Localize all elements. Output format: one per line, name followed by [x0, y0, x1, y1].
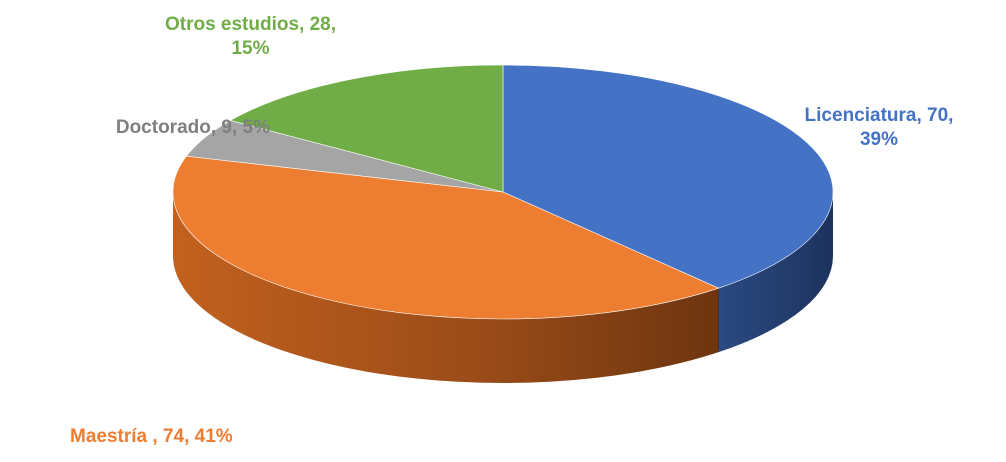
doctorado-data-label: Doctorado, 9, 5% [5, 116, 270, 140]
otros-estudios-data-label-line: 15% [231, 37, 270, 59]
maestria-slice-side [173, 192, 719, 383]
licenciatura-data-label-line: 39% [859, 128, 899, 150]
otros-estudios-data-label: Otros estudios, 28, 15% [118, 13, 383, 61]
licenciatura-data-label: Licenciatura, 70, 39% [759, 104, 999, 152]
doctorado-data-label-line: Doctorado, 9, 5% [115, 117, 270, 138]
licenciatura-data-label-line: Licenciatura, 70, [804, 105, 954, 126]
maestria-data-label-line: Maestría , 74, 41% [70, 426, 233, 447]
otros-estudios-data-label-line: Otros estudios, 28, [164, 14, 337, 35]
otros-estudios-slice[interactable] [229, 64, 504, 193]
maestria-slice[interactable] [172, 155, 720, 320]
licenciatura-slice-side [718, 192, 833, 353]
licenciatura-slice[interactable] [502, 64, 834, 289]
maestria-data-label: Maestría , 74, 41% [70, 425, 330, 449]
